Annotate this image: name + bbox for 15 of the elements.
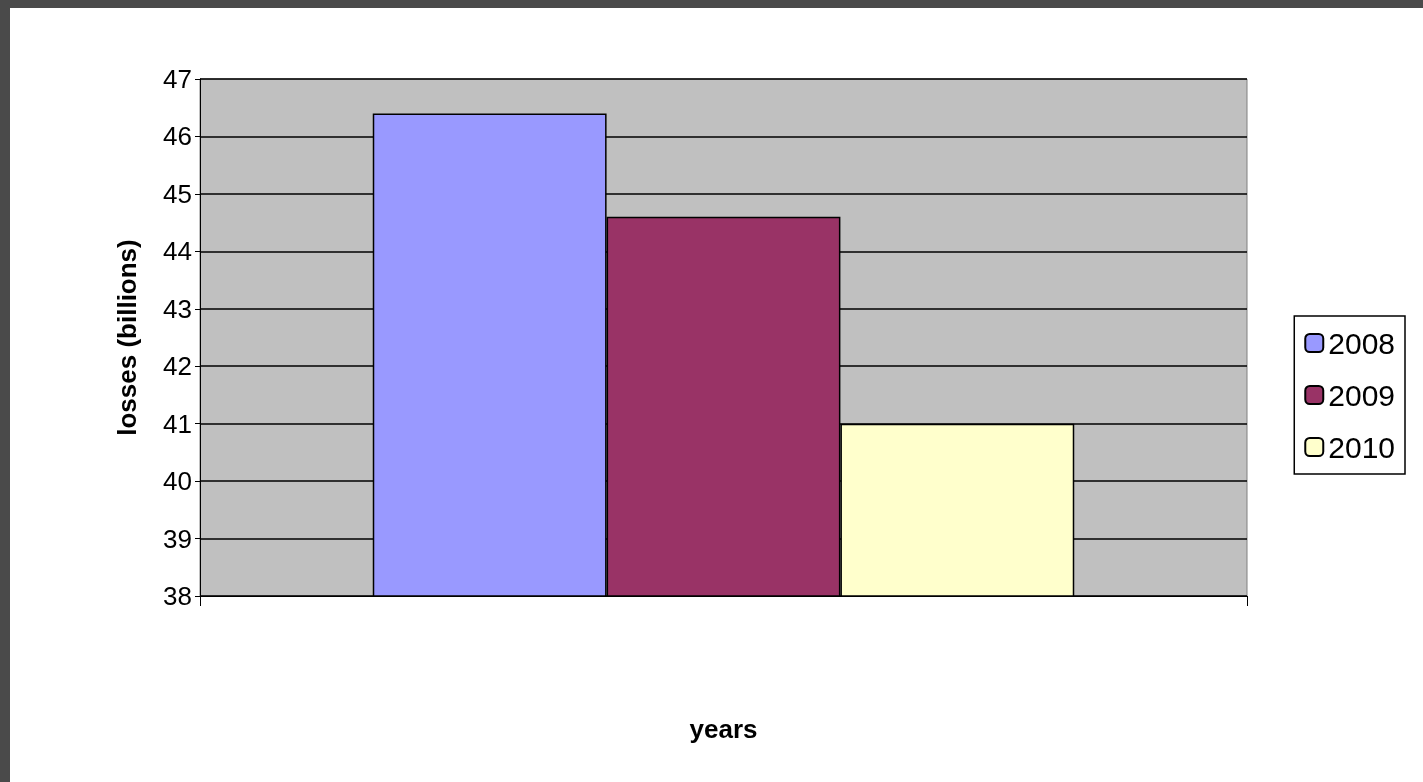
y-tick-label: 38	[163, 581, 192, 611]
y-tick-label: 45	[163, 178, 192, 209]
y-tick-label: 41	[163, 408, 192, 439]
legend-label: 2010	[1328, 430, 1396, 464]
y-tick-label: 42	[163, 351, 192, 382]
y-axis-title: losses (billions)	[112, 239, 142, 436]
y-tick-label: 43	[163, 293, 192, 324]
y-tick-label: 46	[163, 121, 192, 152]
y-tick-label: 40	[163, 466, 192, 497]
y-tick-label: 47	[163, 64, 192, 94]
y-tick-label: 44	[163, 236, 192, 267]
y-tick-label: 39	[163, 523, 192, 554]
legend-label: 2008	[1328, 326, 1396, 360]
x-axis-title: years	[689, 714, 758, 744]
legend-label: 2009	[1328, 378, 1396, 412]
